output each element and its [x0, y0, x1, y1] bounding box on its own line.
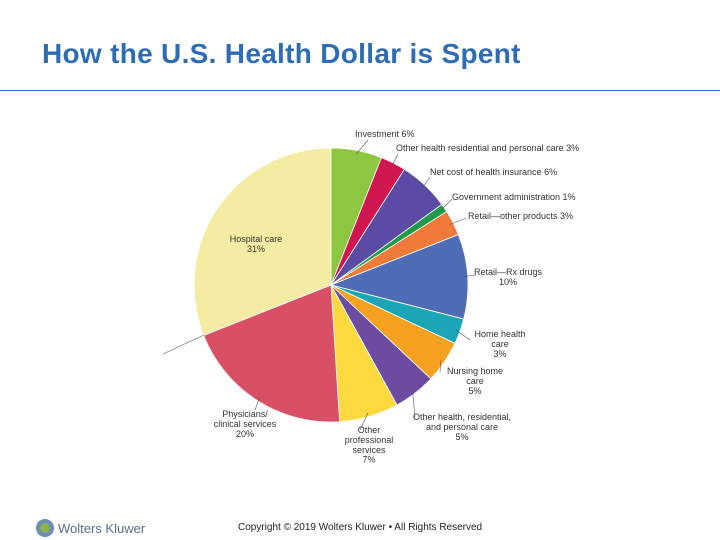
- pie-chart: Investment 6% Other health residential an…: [162, 129, 579, 465]
- logo-text: Wolters Kluwer: [58, 520, 146, 536]
- leader-line: [412, 390, 416, 419]
- slide-title: How the U.S. Health Dollar is Spent: [42, 38, 521, 69]
- slice-label: Retail—Rx drugs 10%: [474, 267, 543, 287]
- leader-line: [455, 329, 471, 341]
- title-rule: [0, 90, 720, 91]
- slice-label: Other health, residential, and personal c…: [413, 412, 511, 442]
- leader-line: [421, 176, 431, 189]
- slice-label: Other professional services 7%: [345, 425, 394, 465]
- pie-slice-hospital-care: [193, 147, 332, 336]
- leader-line: [391, 153, 399, 167]
- slice-label: Government administration 1%: [452, 192, 576, 202]
- leader-line: [359, 412, 369, 431]
- pie-slice-physicians-clinical-services: [203, 284, 341, 423]
- slice-label: Net cost of health insurance 6%: [430, 167, 557, 177]
- slice-label: Other health residential and personal ca…: [396, 143, 579, 153]
- slice-label: Nursing home care 5%: [447, 366, 503, 396]
- slice-label: Home health care 3%: [474, 329, 525, 359]
- leader-line: [449, 217, 467, 225]
- slice-label: Hospital care 31%: [230, 234, 283, 254]
- logo-icon: [36, 519, 54, 537]
- wolters-kluwer-logo: Wolters Kluwer: [36, 519, 145, 537]
- leader-line: [355, 139, 369, 155]
- leader-line: [439, 359, 442, 373]
- leader-line: [162, 334, 205, 355]
- copyright-text: Copyright © 2019 Wolters Kluwer • All Ri…: [238, 522, 483, 533]
- slice-label: Investment 6%: [355, 129, 415, 139]
- leader-line: [463, 274, 477, 277]
- slice-label: Retail—other products 3%: [468, 211, 573, 221]
- slice-label: Physicians/clinical services 20%: [214, 409, 277, 439]
- pie-slice-retail-rx-drugs: [329, 234, 469, 320]
- leader-line: [440, 198, 453, 211]
- leader-line: [254, 397, 260, 411]
